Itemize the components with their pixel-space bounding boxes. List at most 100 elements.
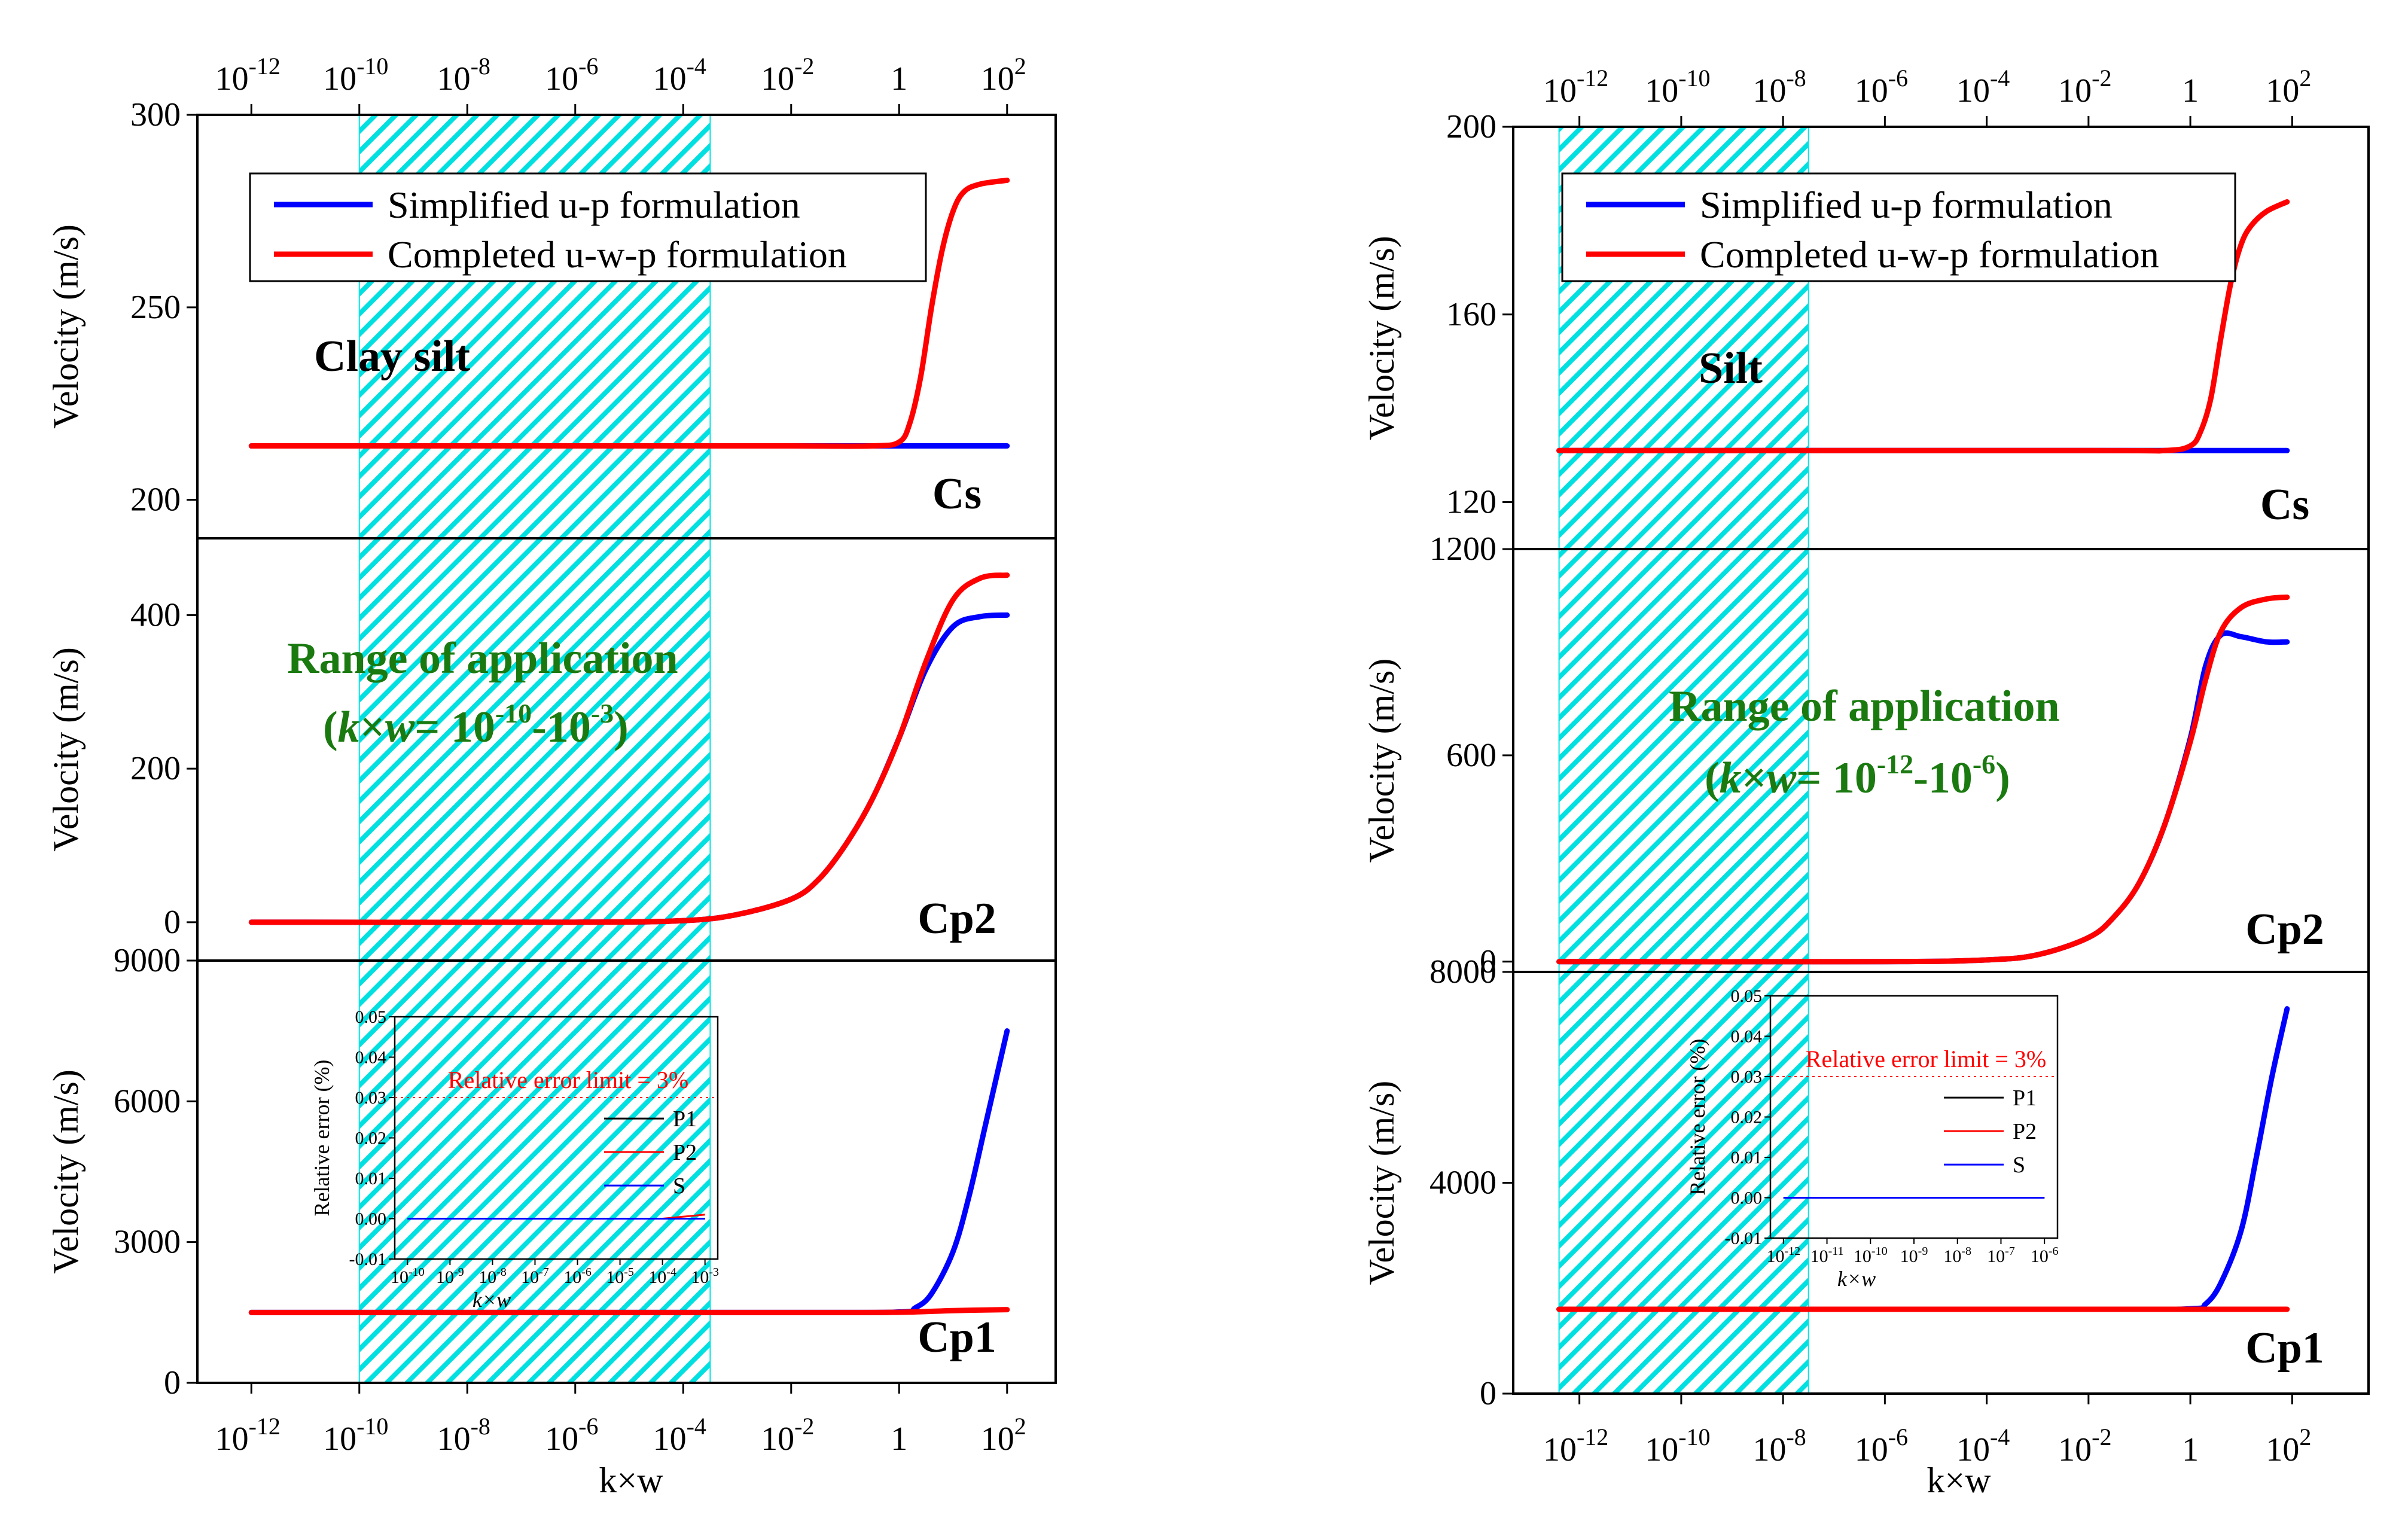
bottom-x-tick-label: 10-2: [2058, 1424, 2111, 1468]
inset-limit-label: Relative error limit = 3%: [1806, 1046, 2046, 1072]
inset-limit-label: Relative error limit = 3%: [448, 1066, 688, 1093]
inset-y-tick-label: 0.02: [1731, 1108, 1763, 1127]
bottom-x-tick-label: 10-6: [545, 1413, 598, 1458]
right-x-title: k×w: [1927, 1461, 1991, 1500]
inset-y-tick-label: 0.01: [355, 1169, 387, 1188]
inset-x-tick-label: 10-9: [436, 1266, 464, 1287]
inset-x-title: k×w: [1837, 1267, 1876, 1291]
y-tick-label: 0: [1480, 943, 1496, 980]
panel-right-Cs: 120 160 200 Velocity (m/s) 10-12 10-10 10-8 10-…: [1362, 65, 2370, 550]
y-tick-label: 9000: [114, 942, 181, 979]
top-x-tick-label: 10-8: [1752, 65, 1806, 109]
bottom-x-tick-label: 10-12: [1543, 1424, 1608, 1468]
top-x-tick-label: 10-2: [2058, 65, 2111, 109]
bottom-x-tick-label: 10-8: [1752, 1424, 1806, 1468]
legend-label-simplified: Simplified u-p formulation: [1700, 184, 2113, 226]
inset-y-title: Relative error (%): [1685, 1039, 1709, 1196]
panel-right-Cp2: 0 600 1200 Velocity (m/s) Cp2: [1362, 531, 2370, 980]
inset-y-tick-label: 0.05: [1731, 986, 1763, 1006]
y-axis-title: Velocity (m/s): [46, 224, 86, 429]
legend-box: [1561, 172, 2236, 282]
inset-x-tick-label: 10-5: [606, 1266, 634, 1287]
top-x-tick-label: 10-12: [215, 53, 281, 97]
right-range-expr: (k×w= 10-12-10-6): [1705, 749, 2010, 803]
inset-x-tick-label: 10-10: [1854, 1245, 1888, 1266]
panel-left-Cp2: 0 200 400 Velocity (m/s) Cp2: [46, 537, 1057, 962]
y-tick-label: 6000: [114, 1083, 181, 1120]
top-x-tick-label: 10-8: [437, 53, 490, 97]
panel-left-Cs: 200 250 300 Velocity (m/s) 10-12 10-10 10-8 10-…: [46, 53, 1057, 540]
inset-x-tick-label: 10-12: [1766, 1245, 1800, 1266]
inset-x-tick-label: 10-11: [1810, 1245, 1844, 1266]
bottom-x-tick-label: 10-12: [215, 1413, 281, 1458]
inset-legend-label: S: [2013, 1153, 2025, 1178]
inset-legend-label: P1: [2013, 1086, 2037, 1111]
inset-x-tick-label: 10-8: [1943, 1245, 1971, 1266]
inset-y-tick-label: 0.04: [355, 1048, 387, 1068]
inset-y-tick-label: 0.04: [1731, 1027, 1763, 1047]
inset-x-tick-label: 10-9: [1900, 1245, 1928, 1266]
legend: Simplified u-p formulation Completed u-w-…: [1561, 172, 2236, 282]
inset-y-tick-label: -0.01: [349, 1249, 387, 1269]
series-line-completed: [248, 1307, 1010, 1315]
left-range-expr: (k×w= 10-10-10-3): [323, 698, 629, 752]
legend-label-completed: Completed u-w-p formulation: [1700, 233, 2159, 276]
inset-y-tick-label: -0.01: [1725, 1229, 1763, 1248]
bottom-x-tick-label: 1: [891, 1421, 907, 1458]
inset-y-tick-label: 0.03: [1731, 1067, 1763, 1087]
legend-label-simplified: Simplified u-p formulation: [388, 184, 800, 226]
y-tick-label: 0: [1480, 1375, 1496, 1412]
y-tick-label: 200: [1446, 108, 1496, 145]
panel-right-Cp1: 0 4000 8000 Velocity (m/s) 10-12 10-10 10-8 10-…: [1362, 953, 2370, 1468]
inset-y-tick-label: 0.03: [355, 1088, 387, 1108]
bottom-x-tick-label: 1: [2182, 1431, 2199, 1468]
top-x-tick-label: 10-4: [1956, 65, 2010, 109]
y-tick-label: 0: [164, 1364, 181, 1401]
y-tick-label: 120: [1446, 484, 1496, 521]
inset-y-tick-label: 0.00: [1731, 1188, 1763, 1208]
panel-label: Cp1: [2245, 1324, 2324, 1373]
inset-x-title: k×w: [473, 1288, 511, 1312]
y-axis-title: Velocity (m/s): [46, 1069, 86, 1274]
legend: Simplified u-p formulation Completed u-w-…: [249, 172, 927, 282]
inset-x-tick-label: 10-10: [391, 1266, 425, 1287]
bottom-x-tick-label: 102: [2266, 1424, 2311, 1468]
series-line-completed: [248, 572, 1010, 925]
panel-frame: [196, 959, 1057, 1384]
top-x-tick-label: 10-12: [1543, 65, 1608, 109]
inset-x-tick-label: 10-8: [478, 1266, 507, 1287]
inset-legend-label: P2: [2013, 1119, 2037, 1144]
inset-legend-label: P1: [673, 1107, 697, 1132]
inset-x-tick-label: 10-4: [648, 1266, 676, 1287]
application-range-hatch: [358, 538, 711, 961]
y-tick-label: 400: [130, 596, 181, 633]
inset-legend-label: S: [673, 1174, 685, 1199]
y-axis-title: Velocity (m/s): [1362, 659, 1401, 863]
bottom-x-tick-label: 10-2: [761, 1413, 814, 1458]
inset-x-tick-label: 10-7: [521, 1266, 549, 1287]
top-x-tick-label: 102: [2266, 65, 2311, 109]
y-tick-label: 8000: [1429, 953, 1496, 990]
left-soil-label: Clay silt: [314, 332, 470, 381]
bottom-x-tick-label: 10-4: [1956, 1424, 2010, 1468]
legend-label-completed: Completed u-w-p formulation: [388, 233, 847, 276]
inset-x-tick-label: 10-6: [2031, 1245, 2059, 1266]
top-x-tick-label: 10-10: [323, 53, 388, 97]
y-axis-title: Velocity (m/s): [1362, 1081, 1401, 1285]
y-tick-label: 160: [1446, 296, 1496, 333]
legend-box: [249, 172, 927, 282]
panel-left-Cp1: 0 3000 6000 9000 Velocity (m/s) 10-12 10-10 10-…: [46, 942, 1057, 1458]
series-line-completed: [1556, 594, 2290, 965]
inset-x-tick-label: 10-7: [1987, 1245, 2015, 1266]
inset-y-tick-label: 0.05: [355, 1007, 387, 1027]
y-tick-label: 1200: [1429, 531, 1496, 568]
y-tick-label: 250: [130, 289, 181, 326]
inset-x-tick-label: 10-3: [691, 1266, 719, 1287]
panel-label: Cs: [932, 470, 982, 519]
inset-legend-label: P2: [673, 1140, 697, 1165]
y-axis-title: Velocity (m/s): [46, 647, 86, 852]
inset-x-tick-label: 10-6: [563, 1266, 592, 1287]
panel-label: Cp1: [918, 1313, 996, 1362]
top-x-tick-label: 1: [891, 60, 907, 97]
